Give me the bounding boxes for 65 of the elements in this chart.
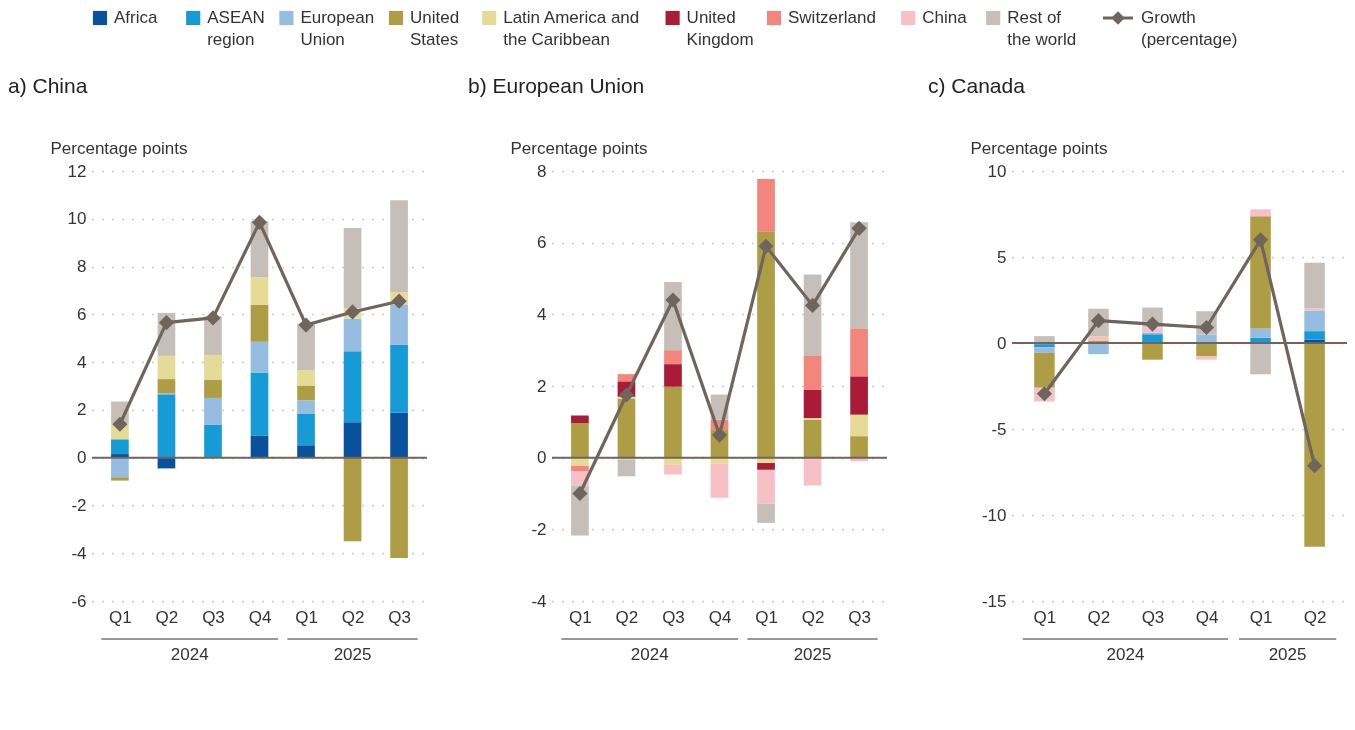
text: 2024: [630, 645, 669, 664]
y-tick-label: 4: [537, 304, 547, 324]
text: 2025: [793, 645, 832, 664]
x-tick-label: Q3: [662, 607, 685, 627]
x-tick-label: Q1: [295, 607, 318, 627]
chart-title: a) China: [8, 74, 88, 97]
chart-title: c) Canada: [928, 74, 1026, 97]
legend-label: Growth (percentage): [1141, 8, 1238, 49]
x-tick-label: Q1: [1249, 607, 1273, 627]
x-tick-label: Q1: [1033, 607, 1057, 627]
y-tick-label: 12: [67, 161, 87, 181]
y-tick-label: -15: [981, 591, 1007, 611]
y-tick-label: -5: [991, 419, 1007, 439]
y-axis-title: Percentage points: [510, 138, 648, 158]
x-tick-label: Q4: [1195, 607, 1219, 627]
x-tick-label: Q1: [755, 607, 778, 627]
legend-label: ASEAN region: [207, 8, 265, 49]
legend-label: Latin America and the Caribbean: [503, 8, 640, 49]
legend-label: Rest of the world: [1007, 8, 1077, 49]
y-tick-label: -2: [531, 519, 547, 539]
x-tick-label: Q2: [155, 607, 179, 627]
y-tick-label: 0: [537, 448, 547, 468]
y-axis-title: Percentage points: [970, 138, 1108, 158]
legend-label: United Kingdom: [686, 8, 754, 49]
y-tick-label: -4: [71, 543, 87, 563]
y-tick-label: 4: [77, 352, 87, 372]
legend-label: European Union: [300, 8, 375, 49]
x-tick-label: Q4: [708, 607, 732, 627]
x-tick-label: Q2: [1303, 607, 1327, 627]
y-tick-label: 10: [987, 161, 1007, 181]
y-tick-label: 2: [77, 400, 87, 420]
text: 2025: [333, 645, 372, 664]
x-tick-label: Q1: [109, 607, 132, 627]
y-tick-label: 0: [997, 333, 1007, 353]
x-tick-label: Q2: [615, 607, 639, 627]
y-tick-label: 2: [537, 376, 547, 396]
x-tick-label: Q4: [248, 607, 272, 627]
x-tick-label: Q3: [848, 607, 871, 627]
chart-title: b) European Union: [468, 74, 645, 97]
y-tick-label: 10: [67, 209, 87, 229]
y-tick-label: 6: [537, 233, 547, 253]
x-tick-label: Q3: [202, 607, 225, 627]
y-tick-label: -10: [981, 505, 1007, 525]
y-tick-label: 5: [997, 247, 1007, 267]
x-tick-label: Q3: [388, 607, 411, 627]
x-tick-label: Q2: [1087, 607, 1111, 627]
y-tick-label: 8: [77, 257, 87, 277]
y-tick-label: 8: [537, 161, 547, 181]
legend-label: United States: [410, 8, 460, 49]
x-tick-label: Q2: [341, 607, 365, 627]
y-tick-label: -4: [531, 591, 547, 611]
y-tick-label: -2: [71, 495, 87, 515]
text: 2025: [1268, 645, 1307, 664]
y-tick-label: 0: [77, 448, 87, 468]
text: 2024: [1106, 645, 1145, 664]
text: 2024: [170, 645, 209, 664]
y-tick-label: 6: [77, 304, 87, 324]
legend-label: Africa: [114, 8, 158, 27]
legend-label: China: [922, 8, 968, 27]
y-tick-label: -6: [71, 591, 87, 611]
x-tick-label: Q3: [1141, 607, 1165, 627]
y-axis-title: Percentage points: [50, 138, 188, 158]
x-tick-label: Q2: [801, 607, 825, 627]
x-tick-label: Q1: [569, 607, 592, 627]
legend-label: Switzerland: [788, 8, 876, 27]
